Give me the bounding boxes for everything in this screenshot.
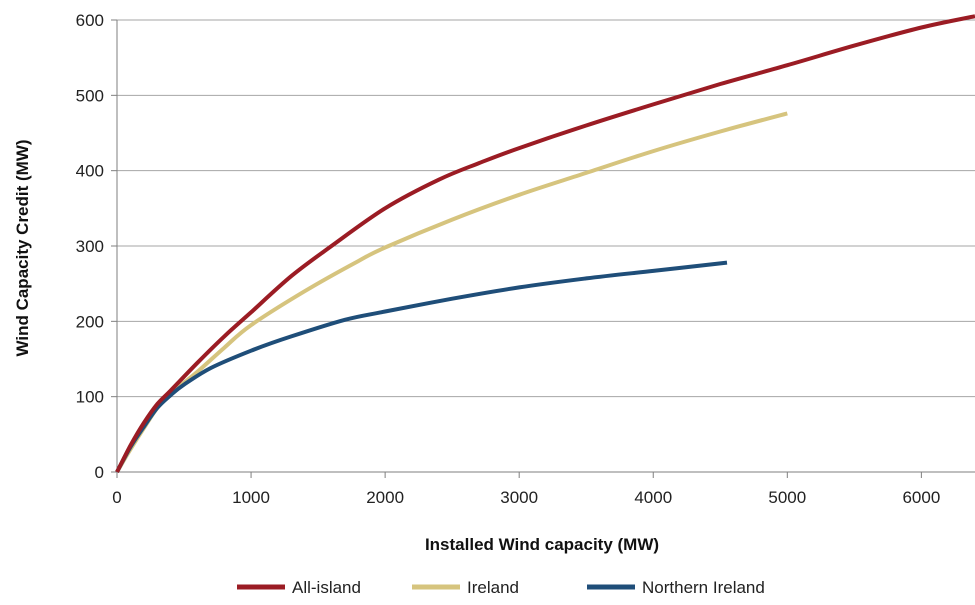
- x-tick-label: 0: [112, 488, 121, 507]
- y-tick-label: 100: [76, 388, 104, 407]
- series-lines: [115, 14, 975, 474]
- y-tick-label: 300: [76, 237, 104, 256]
- series-line-all-island: [115, 14, 975, 473]
- legend-label-ireland: Ireland: [467, 578, 519, 597]
- series-line-ireland: [115, 111, 788, 474]
- legend: All-island Ireland Northern Ireland: [237, 578, 765, 597]
- y-tick-label: 0: [95, 463, 104, 482]
- legend-label-northern-ireland: Northern Ireland: [642, 578, 765, 597]
- legend-label-all-island: All-island: [292, 578, 361, 597]
- y-tick-label: 600: [76, 11, 104, 30]
- x-axis-title: Installed Wind capacity (MW): [425, 535, 659, 554]
- y-tick-label: 500: [76, 86, 104, 105]
- series-line-northern-ireland: [115, 260, 728, 473]
- x-tick-label: 6000: [902, 488, 940, 507]
- x-tick-label: 4000: [634, 488, 672, 507]
- x-tick-label: 3000: [500, 488, 538, 507]
- x-tick-label: 5000: [768, 488, 806, 507]
- grid-lines: [117, 19, 975, 398]
- x-tick-label: 2000: [366, 488, 404, 507]
- axes: [111, 19, 975, 478]
- y-tick-label: 400: [76, 162, 104, 181]
- y-tick-label: 200: [76, 312, 104, 331]
- y-axis-title: Wind Capacity Credit (MW): [13, 139, 32, 356]
- x-tick-label: 1000: [232, 488, 270, 507]
